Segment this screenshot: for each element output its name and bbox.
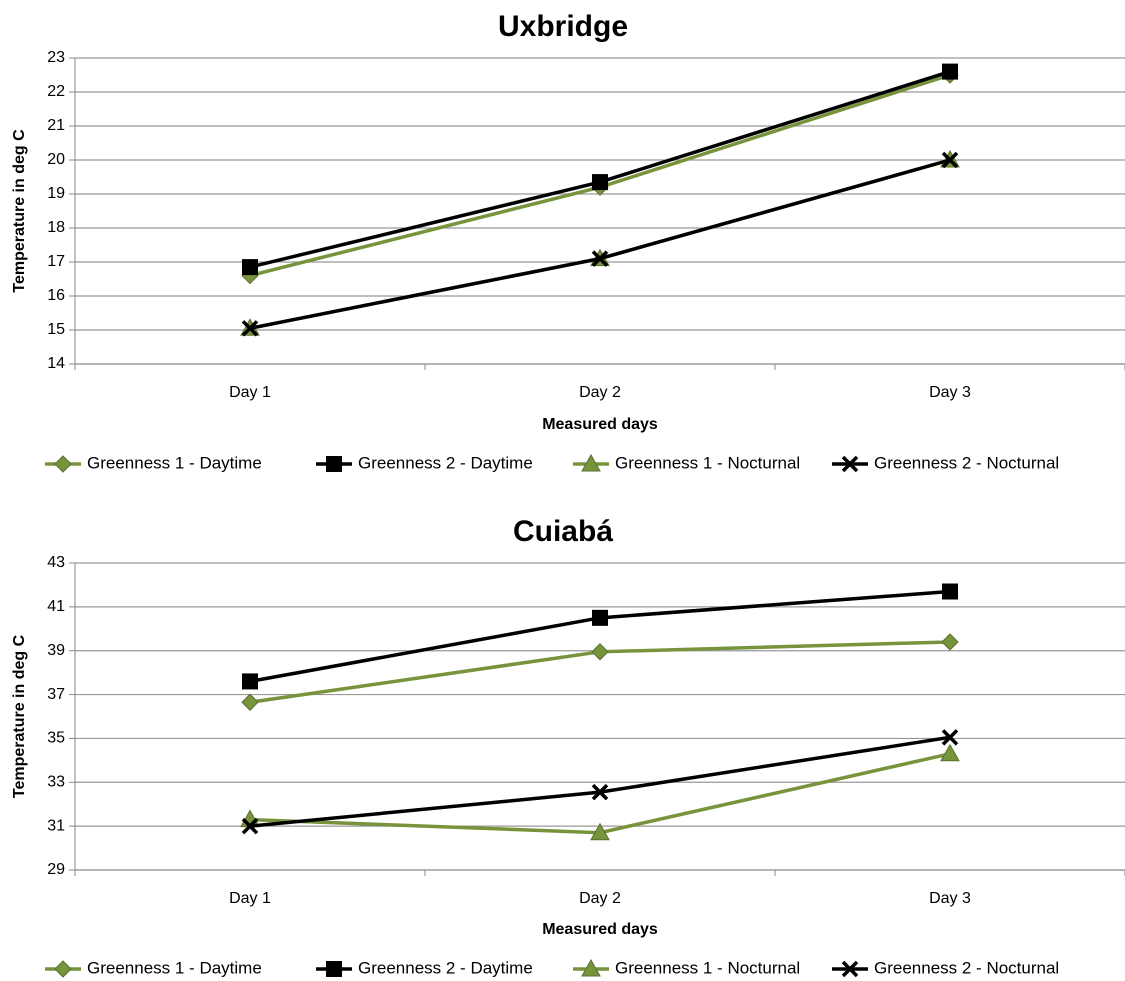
x-tick-label: Day 3 — [929, 384, 971, 401]
legend-label: Greenness 2 - Daytime — [358, 453, 533, 472]
x-tick-label: Day 2 — [579, 890, 621, 907]
y-tick-label: 17 — [47, 253, 65, 270]
data-point — [591, 250, 609, 267]
data-point — [940, 743, 960, 762]
legend-marker — [326, 961, 342, 977]
data-point — [942, 63, 958, 80]
data-point — [242, 259, 258, 276]
data-point — [591, 643, 609, 661]
data-point — [591, 783, 609, 801]
y-tick-label: 43 — [47, 554, 65, 571]
y-tick-label: 23 — [47, 49, 65, 66]
data-point — [590, 822, 610, 841]
y-axis-title: Temperature in deg C — [11, 129, 28, 293]
y-tick-label: 41 — [47, 598, 65, 615]
y-tick-label: 22 — [47, 83, 65, 100]
x-axis-title: Measured days — [542, 416, 658, 433]
legend-marker — [841, 455, 859, 473]
legend-label: Greenness 1 - Nocturnal — [615, 453, 800, 472]
data-point — [241, 693, 259, 711]
y-tick-label: 31 — [47, 817, 65, 834]
data-point — [941, 633, 959, 651]
y-tick-label: 39 — [47, 642, 65, 659]
chart-title: Cuiabá — [513, 515, 613, 548]
legend-label: Greenness 1 - Nocturnal — [615, 958, 800, 977]
x-tick-label: Day 1 — [229, 890, 271, 907]
legend-marker — [581, 958, 601, 977]
y-tick-label: 18 — [47, 219, 65, 236]
legend-label: Greenness 1 - Daytime — [87, 453, 262, 472]
y-tick-label: 29 — [47, 861, 65, 878]
legend-label: Greenness 2 - Nocturnal — [874, 453, 1059, 472]
y-tick-label: 35 — [47, 730, 65, 747]
data-point — [592, 174, 608, 191]
legend-marker — [326, 456, 342, 472]
x-tick-label: Day 3 — [929, 890, 971, 907]
legend-marker — [54, 960, 72, 978]
y-tick-label: 21 — [47, 117, 65, 134]
x-tick-label: Day 2 — [579, 384, 621, 401]
chart-title: Uxbridge — [498, 10, 628, 43]
data-point — [241, 817, 259, 835]
legend-marker — [581, 453, 601, 472]
legend-marker — [841, 960, 859, 978]
x-tick-label: Day 1 — [229, 384, 271, 401]
y-tick-label: 19 — [47, 185, 65, 202]
legend-label: Greenness 1 - Daytime — [87, 958, 262, 977]
y-tick-label: 15 — [47, 321, 65, 338]
legend-marker — [54, 455, 72, 473]
series-line — [249, 589, 951, 684]
x-axis-title: Measured days — [542, 921, 658, 938]
series-line — [249, 69, 951, 269]
data-point — [942, 583, 958, 600]
y-tick-label: 14 — [47, 355, 65, 372]
data-point — [592, 609, 608, 626]
y-tick-label: 37 — [47, 686, 65, 703]
legend-label: Greenness 2 - Nocturnal — [874, 958, 1059, 977]
y-tick-label: 16 — [47, 287, 65, 304]
data-point — [941, 729, 959, 746]
data-point — [941, 151, 959, 169]
y-tick-label: 20 — [47, 151, 65, 168]
y-axis-title: Temperature in deg C — [11, 634, 28, 798]
y-tick-label: 33 — [47, 774, 65, 791]
data-point — [241, 320, 259, 337]
legend-label: Greenness 2 - Daytime — [358, 958, 533, 977]
data-point — [242, 673, 258, 690]
